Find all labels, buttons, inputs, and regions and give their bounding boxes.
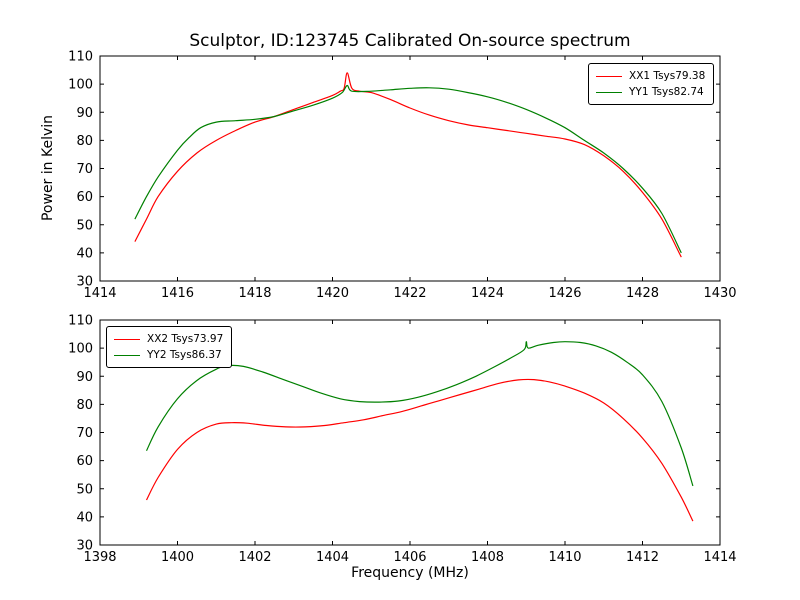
svg-text:1428: 1428 <box>626 286 659 301</box>
svg-text:1408: 1408 <box>471 550 504 565</box>
svg-text:50: 50 <box>76 482 93 497</box>
legend-label-xx2: XX2 Tsys73.97 <box>147 333 224 345</box>
legend-top-subplot: XX1 Tsys79.38 YY1 Tsys82.74 <box>588 63 715 105</box>
svg-text:1400: 1400 <box>161 550 194 565</box>
svg-text:80: 80 <box>76 398 93 413</box>
svg-text:1398: 1398 <box>83 550 116 565</box>
legend-entry-yy2: YY2 Tsys86.37 <box>114 347 223 363</box>
svg-text:1412: 1412 <box>626 550 659 565</box>
svg-text:70: 70 <box>76 162 93 177</box>
svg-text:110: 110 <box>68 50 93 65</box>
svg-text:100: 100 <box>68 342 93 357</box>
legend-entry-xx2: XX2 Tsys73.97 <box>114 331 223 347</box>
legend-entry-yy1: YY1 Tsys82.74 <box>596 84 705 100</box>
svg-text:1414: 1414 <box>703 550 736 565</box>
legend-label-xx1: XX1 Tsys79.38 <box>629 70 706 82</box>
svg-text:1420: 1420 <box>316 286 349 301</box>
svg-text:1424: 1424 <box>471 286 504 301</box>
legend-label-yy1: YY1 Tsys82.74 <box>629 86 704 98</box>
svg-text:30: 30 <box>76 539 93 554</box>
svg-text:80: 80 <box>76 134 93 149</box>
svg-text:1404: 1404 <box>316 550 349 565</box>
svg-text:1426: 1426 <box>548 286 581 301</box>
legend-line-sample-red-icon <box>114 338 140 340</box>
legend-label-yy2: YY2 Tsys86.37 <box>147 349 222 361</box>
x-axis-label: Frequency (MHz) <box>351 565 469 581</box>
svg-text:40: 40 <box>76 510 93 525</box>
svg-text:1406: 1406 <box>393 550 426 565</box>
svg-text:100: 100 <box>68 78 93 93</box>
legend-entry-xx1: XX1 Tsys79.38 <box>596 68 705 84</box>
svg-text:1430: 1430 <box>703 286 736 301</box>
legend-line-sample-green-icon <box>596 91 622 93</box>
svg-text:1416: 1416 <box>161 286 194 301</box>
svg-text:1422: 1422 <box>393 286 426 301</box>
svg-text:40: 40 <box>76 246 93 261</box>
svg-text:50: 50 <box>76 218 93 233</box>
svg-text:90: 90 <box>76 370 93 385</box>
y-axis-label: Power in Kelvin <box>40 114 56 222</box>
svg-text:90: 90 <box>76 106 93 121</box>
svg-text:1402: 1402 <box>238 550 271 565</box>
svg-text:70: 70 <box>76 426 93 441</box>
svg-text:30: 30 <box>76 275 93 290</box>
svg-text:60: 60 <box>76 454 93 469</box>
svg-text:110: 110 <box>68 314 93 329</box>
svg-text:1418: 1418 <box>238 286 271 301</box>
legend-bottom-subplot: XX2 Tsys73.97 YY2 Tsys86.37 <box>106 326 233 368</box>
svg-text:1410: 1410 <box>548 550 581 565</box>
legend-line-sample-green-icon <box>114 354 140 356</box>
svg-text:60: 60 <box>76 190 93 205</box>
svg-text:1414: 1414 <box>83 286 116 301</box>
legend-line-sample-red-icon <box>596 75 622 77</box>
chart-title: Sculptor, ID:123745 Calibrated On-source… <box>189 31 631 51</box>
